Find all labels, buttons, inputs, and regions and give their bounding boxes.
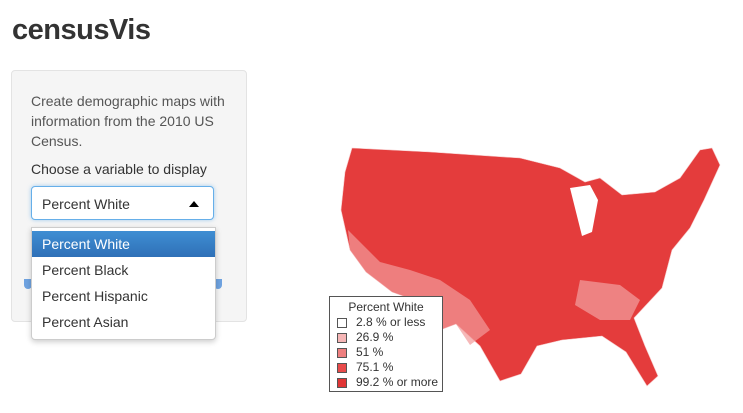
variable-select[interactable]: Percent White [31,186,214,220]
lake [570,185,598,236]
legend-swatch [337,333,347,343]
select-value: Percent White [42,196,130,212]
legend-item: 26.9 % [330,330,442,345]
legend-label: 75.1 % [356,360,394,374]
dropdown-menu: Percent White Percent Black Percent Hispan… [31,227,216,340]
slider-handle[interactable] [24,279,32,289]
legend-swatch [337,378,347,388]
legend-swatch [337,318,347,328]
legend-label: 51 % [356,345,384,359]
dropdown-option[interactable]: Percent White [32,231,215,257]
legend-item: 75.1 % [330,360,442,375]
legend-swatch [337,348,347,358]
legend-item: 99.2 % or more [330,375,442,390]
map-legend: Percent White 2.8 % or less 26.9 % 51 % 75.1… [329,296,443,392]
legend-item: 2.8 % or less [330,315,442,330]
legend-label: 99.2 % or more [356,375,439,389]
lighter-region [575,280,640,320]
dropdown-option[interactable]: Percent Black [42,262,129,278]
legend-label: 26.9 % [356,330,394,344]
legend-title: Percent White [348,300,424,314]
legend-label: 2.8 % or less [356,315,426,329]
dropdown-option[interactable]: Percent Asian [42,314,129,330]
caret [189,201,199,207]
slider-handle[interactable] [214,279,222,289]
legend-item: 51 % [330,345,442,360]
dropdown-option[interactable]: Percent Hispanic [42,288,148,304]
help-text: Create demographic maps with information… [31,93,225,149]
legend-swatch [337,363,347,373]
select-label: Choose a variable to display [31,161,207,177]
app-title: censusVis [12,14,151,46]
